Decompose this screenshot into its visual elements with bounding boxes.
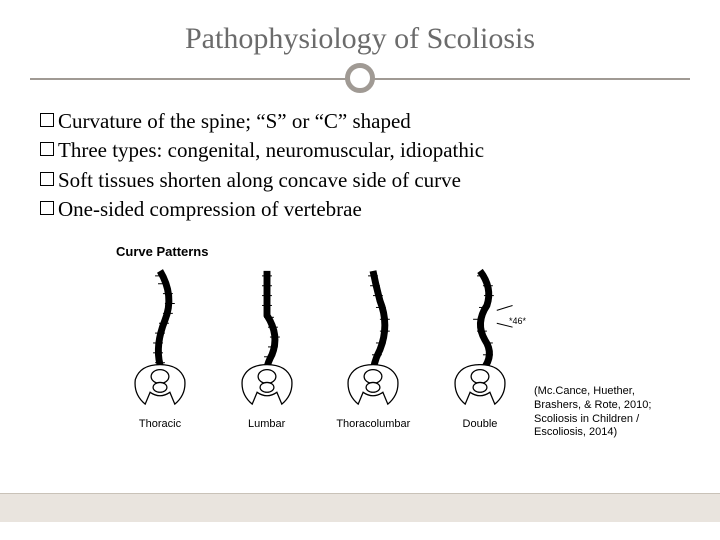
list-item: Soft tissues shorten along concave side … [40,167,680,194]
spine-thoracic: Thoracic [110,266,210,430]
bullet-square-icon [40,142,54,156]
bullet-text: Three types: congenital, neuromuscular, … [58,137,484,164]
title-area: Pathophysiology of Scoliosis [0,0,720,56]
page-title: Pathophysiology of Scoliosis [0,22,720,56]
curve-patterns-diagram: Curve Patterns Thoracic [100,240,540,450]
angle-annotation: *46* [509,316,526,326]
bullet-square-icon [40,201,54,215]
citation-text: (Mc.Cance, Huether, Brashers, & Rote, 20… [534,385,684,440]
spine-label: Lumbar [248,418,285,430]
spine-lumbar: Lumbar [217,266,317,430]
spine-thoracolumbar-icon [328,266,418,414]
bullet-square-icon [40,113,54,127]
spine-lumbar-icon [222,266,312,414]
spine-label: Double [463,418,498,430]
spine-thoracic-icon [115,266,205,414]
spine-thoracolumbar: Thoracolumbar [323,266,423,430]
diagram-heading: Curve Patterns [116,244,208,259]
spine-row: Thoracic Lumbar [110,266,530,430]
bullet-list: Curvature of the spine; “S” or “C” shape… [40,108,680,225]
list-item: Three types: congenital, neuromuscular, … [40,137,680,164]
spine-double-icon [435,266,525,414]
bullet-text: One-sided compression of vertebrae [58,196,362,223]
footer-band [0,494,720,522]
spine-label: Thoracic [139,418,181,430]
list-item: Curvature of the spine; “S” or “C” shape… [40,108,680,135]
list-item: One-sided compression of vertebrae [40,196,680,223]
bullet-text: Curvature of the spine; “S” or “C” shape… [58,108,411,135]
spine-double: *46* Double [430,266,530,430]
slide: Pathophysiology of Scoliosis Curvature o… [0,0,720,540]
bullet-text: Soft tissues shorten along concave side … [58,167,461,194]
title-circle-ornament [345,63,375,93]
bullet-square-icon [40,172,54,186]
spine-label: Thoracolumbar [336,418,410,430]
